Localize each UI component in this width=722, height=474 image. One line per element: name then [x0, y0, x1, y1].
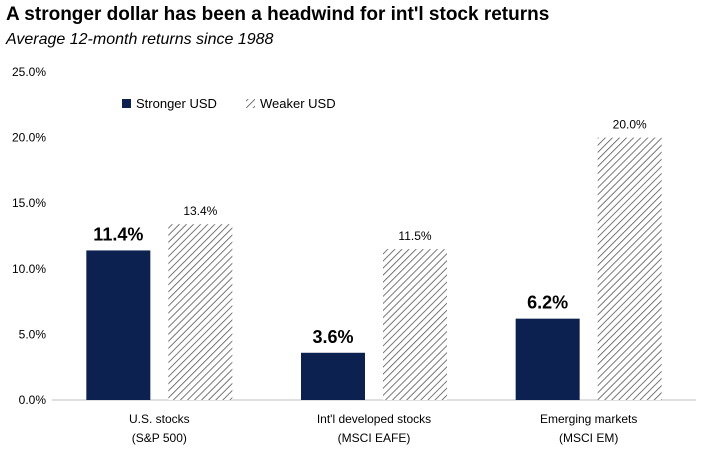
data-label: 3.6%	[312, 327, 353, 347]
y-tick-label: 15.0%	[12, 196, 46, 210]
x-tick-label: (S&P 500)	[132, 431, 187, 445]
legend-label-stronger-usd: Stronger USD	[136, 96, 217, 111]
x-tick-label: Emerging markets	[540, 412, 637, 426]
y-tick-label: 20.0%	[12, 131, 46, 145]
y-tick-label: 10.0%	[12, 262, 46, 276]
chart-title: A stronger dollar has been a headwind fo…	[6, 4, 550, 25]
bar-stronger-usd	[86, 250, 151, 400]
y-tick-label: 25.0%	[12, 65, 46, 79]
data-label: 11.5%	[398, 229, 431, 243]
data-label: 13.4%	[183, 204, 217, 218]
bar-weaker-usd	[383, 249, 447, 400]
legend-swatch-stronger-usd	[122, 99, 131, 108]
x-tick-label: U.S. stocks	[129, 412, 190, 426]
bar-stronger-usd	[301, 352, 365, 400]
legend-swatch-weaker-usd	[246, 99, 255, 108]
data-label: 6.2%	[527, 293, 568, 313]
x-tick-label: (MSCI EM)	[559, 431, 618, 445]
y-tick-label: 0.0%	[19, 393, 47, 407]
data-label: 11.4%	[93, 224, 143, 244]
chart-subtitle: Average 12-month returns since 1988	[6, 31, 274, 48]
y-tick-label: 5.0%	[19, 327, 47, 341]
bar-weaker-usd	[168, 224, 233, 400]
data-label: 20.0%	[613, 118, 647, 132]
x-tick-label: Int'l developed stocks	[317, 412, 431, 426]
bar-weaker-usd	[597, 137, 662, 400]
legend-label-weaker-usd: Weaker USD	[260, 96, 336, 111]
bar-stronger-usd	[515, 318, 580, 400]
x-tick-label: (MSCI EAFE)	[338, 431, 411, 445]
